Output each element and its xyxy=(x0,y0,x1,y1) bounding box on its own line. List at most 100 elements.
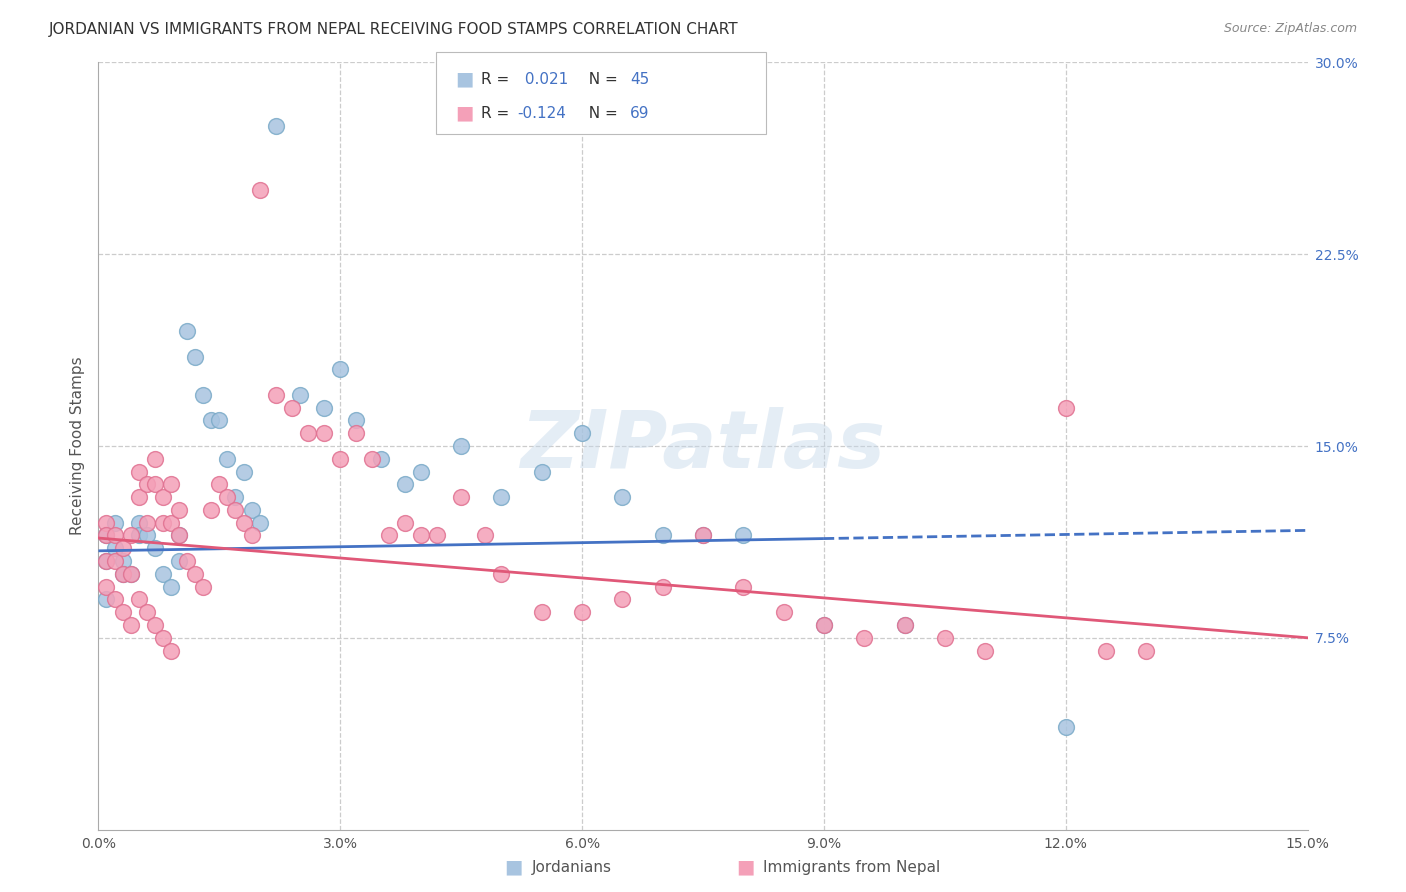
Point xyxy=(264,120,287,134)
Point xyxy=(120,618,142,632)
Text: 69: 69 xyxy=(630,106,650,120)
Point xyxy=(426,528,449,542)
Point xyxy=(217,490,239,504)
Point xyxy=(394,477,416,491)
Point xyxy=(120,566,142,581)
Point xyxy=(377,528,399,542)
Point xyxy=(160,516,183,530)
Point xyxy=(361,451,384,466)
Point xyxy=(128,465,150,479)
Point xyxy=(152,516,174,530)
Point xyxy=(240,528,263,542)
Point xyxy=(571,605,593,619)
Point xyxy=(167,554,190,568)
Point xyxy=(111,566,134,581)
Point xyxy=(135,528,157,542)
Point xyxy=(409,465,432,479)
Point xyxy=(160,643,183,657)
Point xyxy=(167,528,190,542)
Point xyxy=(200,503,222,517)
Point xyxy=(1054,720,1077,734)
Point xyxy=(692,528,714,542)
Point xyxy=(612,490,634,504)
Point xyxy=(893,618,915,632)
Point xyxy=(111,566,134,581)
Point xyxy=(193,580,215,594)
Point xyxy=(224,490,246,504)
Point xyxy=(143,451,166,466)
Text: ■: ■ xyxy=(735,857,755,877)
Point xyxy=(297,426,319,441)
Point xyxy=(143,541,166,556)
Point xyxy=(344,426,367,441)
Point xyxy=(184,566,207,581)
Point xyxy=(143,477,166,491)
Point xyxy=(612,592,634,607)
Point xyxy=(692,528,714,542)
Text: Source: ZipAtlas.com: Source: ZipAtlas.com xyxy=(1223,22,1357,36)
Point xyxy=(1054,401,1077,415)
Point xyxy=(120,528,142,542)
Y-axis label: Receiving Food Stamps: Receiving Food Stamps xyxy=(69,357,84,535)
Point xyxy=(103,554,125,568)
Point xyxy=(143,618,166,632)
Point xyxy=(167,503,190,517)
Point xyxy=(491,490,513,504)
Point xyxy=(491,566,513,581)
Point xyxy=(224,503,246,517)
Point xyxy=(111,605,134,619)
Point xyxy=(772,605,794,619)
Point xyxy=(571,426,593,441)
Point xyxy=(651,528,673,542)
Point xyxy=(160,477,183,491)
Text: ZIPatlas: ZIPatlas xyxy=(520,407,886,485)
Point xyxy=(111,541,134,556)
Point xyxy=(103,528,125,542)
Point xyxy=(176,554,198,568)
Point xyxy=(281,401,304,415)
Point xyxy=(853,631,876,645)
Point xyxy=(208,413,231,427)
Point xyxy=(450,439,472,453)
Text: ■: ■ xyxy=(456,103,474,123)
Text: -0.124: -0.124 xyxy=(517,106,567,120)
Point xyxy=(240,503,263,517)
Point xyxy=(128,592,150,607)
Point xyxy=(152,566,174,581)
Point xyxy=(135,516,157,530)
Point xyxy=(288,388,311,402)
Point xyxy=(974,643,997,657)
Point xyxy=(103,541,125,556)
Point xyxy=(733,528,755,542)
Point xyxy=(370,451,392,466)
Point xyxy=(193,388,215,402)
Point xyxy=(128,528,150,542)
Point xyxy=(813,618,835,632)
Point xyxy=(200,413,222,427)
Point xyxy=(249,183,271,197)
Point xyxy=(128,490,150,504)
Point xyxy=(208,477,231,491)
Text: Jordanians: Jordanians xyxy=(531,860,612,874)
Point xyxy=(344,413,367,427)
Text: 45: 45 xyxy=(630,72,650,87)
Point xyxy=(329,451,352,466)
Point xyxy=(474,528,496,542)
Point xyxy=(135,477,157,491)
Text: ■: ■ xyxy=(503,857,523,877)
Point xyxy=(152,631,174,645)
Point xyxy=(651,580,673,594)
Point xyxy=(128,516,150,530)
Point xyxy=(96,592,118,607)
Point xyxy=(96,516,118,530)
Point xyxy=(893,618,915,632)
Point xyxy=(96,580,118,594)
Point xyxy=(1135,643,1157,657)
Point xyxy=(135,605,157,619)
Point xyxy=(329,362,352,376)
Point xyxy=(111,554,134,568)
Point xyxy=(394,516,416,530)
Point xyxy=(409,528,432,542)
Point xyxy=(733,580,755,594)
Point xyxy=(264,388,287,402)
